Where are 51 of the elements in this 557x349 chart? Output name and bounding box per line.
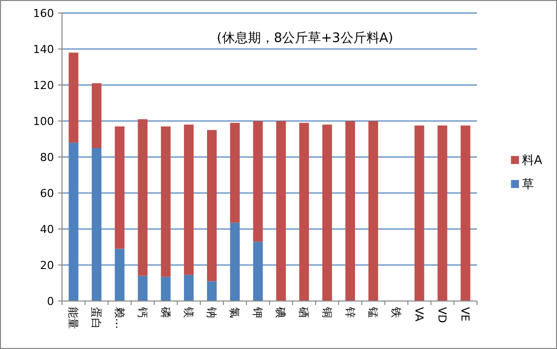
y-tick-label: 120 [33, 78, 54, 92]
y-tick-label: 20 [40, 258, 54, 272]
x-tick-label: 钙 [136, 306, 149, 318]
y-tick-label: 160 [33, 6, 54, 20]
x-tick-label: 磷 [158, 306, 172, 318]
bar [68, 52, 78, 143]
bar [207, 130, 217, 282]
bar [230, 122, 240, 223]
x-tick-label: 硒 [297, 306, 310, 318]
x-tick-label: 钾 [251, 306, 264, 318]
bar [160, 276, 171, 301]
bar [92, 83, 102, 148]
y-tick-label: 40 [40, 222, 54, 236]
bar [322, 124, 332, 301]
legend-label: 料A [522, 153, 543, 168]
y-tick-label: 0 [47, 294, 54, 308]
x-tick-label: VD [436, 307, 449, 323]
y-tick-label: 80 [40, 150, 54, 164]
bar [438, 126, 448, 301]
bar [138, 119, 148, 276]
legend-label: 草 [522, 177, 534, 192]
x-tick-label: VA [412, 307, 426, 322]
bar [414, 126, 424, 301]
x-tick-label: 能量 [66, 307, 80, 329]
x-tick-label: 锌 [343, 306, 356, 318]
y-tick-label: 60 [40, 186, 54, 200]
x-tick-label: 铁 [389, 306, 402, 318]
bar [184, 274, 194, 301]
x-tick-label: 钠 [205, 306, 218, 318]
bar [184, 124, 194, 275]
x-tick-label: 赖… [112, 307, 126, 329]
y-tick-label: 140 [33, 42, 54, 56]
bar [114, 126, 124, 249]
y-tick-label: 100 [33, 114, 54, 128]
bar [368, 121, 378, 301]
x-tick-label: 蛋白 [90, 307, 103, 329]
bar [253, 121, 263, 242]
x-tick-label: 镁 [182, 306, 195, 318]
x-tick-label: 锰 [366, 306, 380, 318]
x-tick-label: 氯 [228, 307, 242, 318]
bar [276, 121, 286, 301]
bar [460, 126, 470, 301]
bar [160, 126, 171, 277]
bar [138, 276, 148, 301]
x-tick-label: VE [458, 307, 472, 322]
text: (休息期，8公斤草+3公斤料A) [216, 31, 394, 46]
x-tick-label: 铜 [320, 306, 334, 318]
bar [207, 281, 217, 301]
x-tick-label: 碘 [274, 306, 288, 318]
bar [299, 122, 309, 301]
bar [345, 121, 356, 301]
